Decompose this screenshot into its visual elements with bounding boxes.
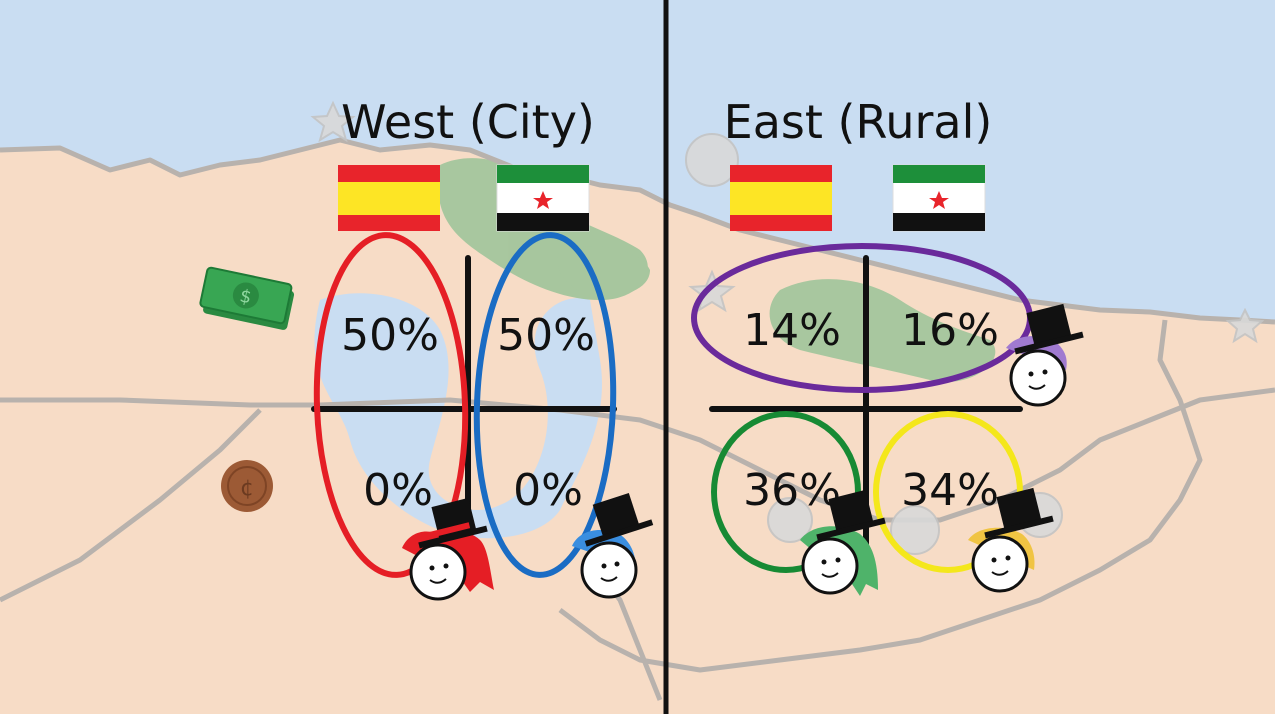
star-icon — [310, 100, 356, 143]
west-poor-spain-value: 0% — [363, 465, 433, 516]
east-poor-spain-value: 36% — [743, 465, 841, 516]
east-title: East (Rural) — [724, 95, 993, 149]
flag-republic-icon — [496, 164, 590, 232]
west-blue-circle — [473, 232, 617, 578]
west-poor-republic-value: 0% — [513, 465, 583, 516]
west-money-spain-value: 50% — [341, 310, 439, 361]
faded-character-icon — [890, 505, 940, 555]
money-stack-icon: $ — [199, 266, 295, 330]
flag-spain-icon — [730, 165, 832, 231]
faded-character-icon — [685, 133, 739, 187]
svg-text:¢: ¢ — [240, 476, 254, 501]
coin-icon: ¢ — [221, 460, 273, 512]
top-hat-character-icon — [1006, 303, 1084, 407]
star-icon — [533, 191, 553, 209]
svg-text:$: $ — [238, 285, 254, 308]
east-money-spain-value: 14% — [743, 305, 841, 356]
lake — [314, 293, 602, 539]
top-hat-character-icon — [968, 487, 1054, 593]
west-red-circle — [313, 232, 469, 578]
east-poor-republic-value: 34% — [901, 465, 999, 516]
west-money-republic-value: 50% — [497, 310, 595, 361]
star-icon — [1225, 307, 1265, 344]
west-title: West (City) — [341, 95, 595, 149]
background-faded-icons — [310, 100, 1265, 555]
faded-character-icon — [767, 497, 813, 543]
flag-republic-icon — [892, 164, 986, 232]
flag-spain-icon — [338, 165, 440, 231]
top-hat-character-icon — [800, 489, 886, 596]
east-money-republic-value: 16% — [901, 305, 999, 356]
star-icon — [929, 191, 949, 209]
star-icon — [688, 269, 736, 313]
top-hat-character-icon — [572, 492, 654, 599]
top-hat-character-icon — [402, 497, 494, 601]
